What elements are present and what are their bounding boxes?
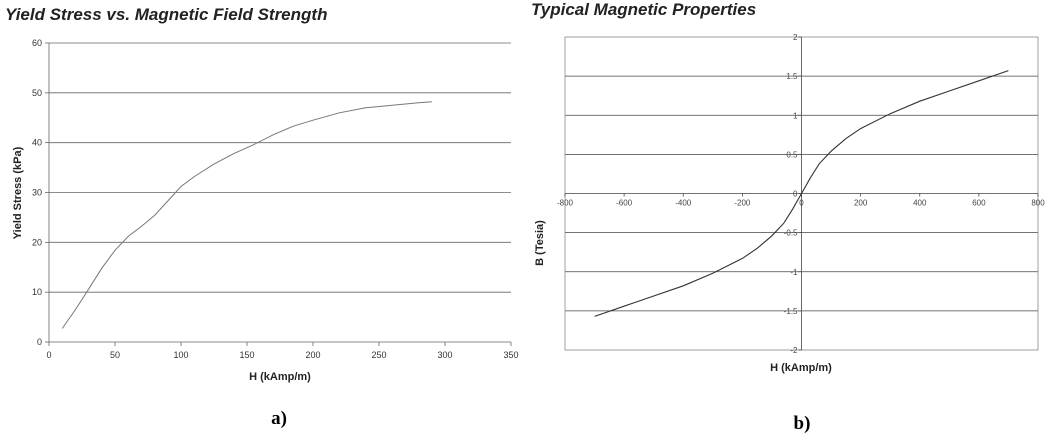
chart-b-x-tick-label: -600 bbox=[616, 199, 633, 208]
chart-b-series-line bbox=[594, 70, 1009, 317]
chart-b-x-ticks: -800 -600 -400 -200 0 200 400 600 800 bbox=[557, 193, 1045, 208]
chart-a-y-tick-label: 0 bbox=[37, 337, 42, 347]
chart-a-y-tick-label: 30 bbox=[32, 188, 42, 198]
chart-b-y-tick-label: 0.5 bbox=[786, 150, 798, 159]
chart-b-x-tick-label: 800 bbox=[1031, 199, 1045, 208]
chart-b-x-tick-label: -400 bbox=[675, 199, 692, 208]
chart-a-y-ticks: 0 10 20 30 40 50 60 bbox=[32, 38, 49, 347]
chart-b-x-tick-label: -200 bbox=[734, 199, 751, 208]
chart-a-panel-label: a) bbox=[271, 408, 287, 429]
chart-a: Yield Stress vs. Magnetic Field Strength… bbox=[5, 5, 519, 429]
chart-b-y-tick-label: 1.5 bbox=[786, 72, 798, 81]
chart-a-x-tick-label: 50 bbox=[110, 350, 120, 360]
chart-b-panel-label: b) bbox=[794, 413, 811, 434]
chart-a-y-tick-label: 10 bbox=[32, 287, 42, 297]
chart-a-x-tick-label: 100 bbox=[173, 350, 188, 360]
chart-a-title: Yield Stress vs. Magnetic Field Strength bbox=[5, 5, 327, 24]
chart-a-series-line bbox=[61, 101, 432, 329]
chart-b-y-ticks: 2 1.5 1 0.5 0 -0.5 -1 -1.5 -2 bbox=[784, 33, 802, 355]
chart-a-y-tick-label: 40 bbox=[32, 138, 42, 148]
chart-b-y-tick-label: -1 bbox=[790, 268, 798, 277]
chart-a-x-tick-label: 0 bbox=[46, 350, 51, 360]
chart-b: Typical Magnetic Properties -800 -600 -400… bbox=[531, 0, 1045, 434]
chart-a-y-axis-label: Yield Stress (kPa) bbox=[12, 146, 24, 239]
chart-b-x-tick-label: 0 bbox=[799, 199, 804, 208]
chart-a-gridlines bbox=[49, 42, 511, 293]
chart-b-y-tick-label: 1 bbox=[793, 111, 798, 120]
chart-a-y-tick-label: 50 bbox=[32, 88, 42, 98]
chart-a-x-axis-label: H (kAmp/m) bbox=[249, 371, 311, 383]
chart-a-x-tick-label: 250 bbox=[371, 350, 386, 360]
chart-b-y-tick-label: 0 bbox=[793, 190, 798, 199]
chart-b-y-tick-label: -1.5 bbox=[784, 307, 798, 316]
chart-a-x-tick-label: 300 bbox=[437, 350, 452, 360]
chart-b-x-tick-label: 400 bbox=[913, 199, 927, 208]
chart-a-y-tick-label: 60 bbox=[32, 38, 42, 48]
chart-b-x-axis-label: H (kAmp/m) bbox=[770, 362, 832, 374]
chart-b-x-tick-label: 600 bbox=[972, 199, 986, 208]
chart-a-x-tick-label: 200 bbox=[305, 350, 320, 360]
chart-a-y-tick-label: 20 bbox=[32, 237, 42, 247]
chart-a-x-tick-label: 350 bbox=[503, 350, 518, 360]
chart-b-y-tick-label: -0.5 bbox=[784, 229, 798, 238]
chart-a-x-tick-label: 150 bbox=[239, 350, 254, 360]
chart-b-x-tick-label: 200 bbox=[854, 199, 868, 208]
chart-a-x-ticks: 0 50 100 150 200 250 300 350 bbox=[46, 342, 519, 360]
chart-b-y-tick-label: -2 bbox=[790, 346, 798, 355]
chart-b-x-tick-label: -800 bbox=[557, 199, 574, 208]
chart-b-title: Typical Magnetic Properties bbox=[531, 0, 756, 19]
chart-b-y-tick-label: 2 bbox=[793, 33, 798, 42]
chart-b-y-axis-label: B (Tesia) bbox=[534, 220, 546, 266]
